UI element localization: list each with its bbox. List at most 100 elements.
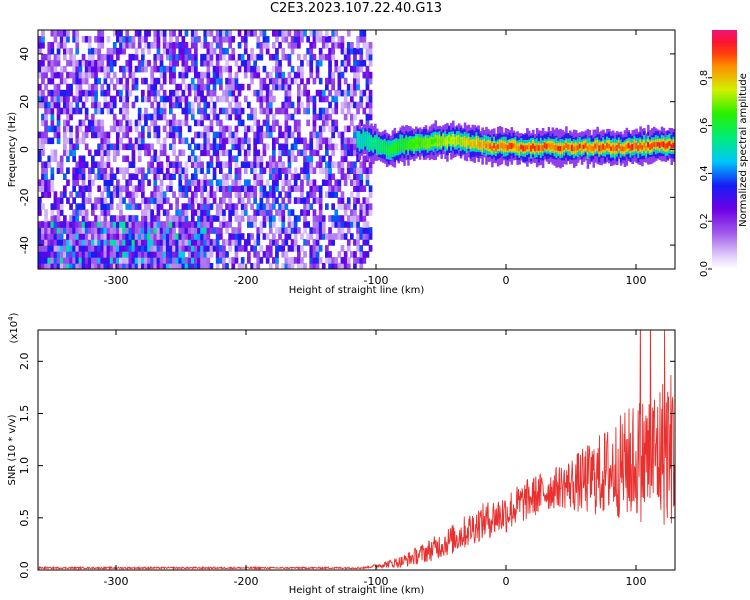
noise-cell [209, 107, 214, 115]
noise-cell [187, 257, 192, 264]
colorbar-tick-label: 0.6 [699, 118, 710, 134]
noise-cell [365, 209, 370, 216]
signal-cell [610, 146, 613, 151]
noise-cell [144, 251, 148, 258]
noise-cell [106, 83, 111, 91]
noise-cell [309, 42, 314, 49]
noise-cell [234, 167, 239, 174]
noise-cell [44, 239, 48, 246]
noise-cell [259, 161, 264, 168]
noise-cell [309, 161, 314, 168]
noise-cell [209, 42, 214, 49]
noise-cell [91, 113, 95, 121]
noise-cell [181, 77, 186, 85]
noise-cell [359, 89, 364, 97]
noise-cell [153, 167, 158, 174]
noise-cell [38, 227, 42, 234]
noise-cell [156, 215, 161, 222]
noise-cell [215, 59, 220, 67]
noise-cell [337, 263, 342, 269]
noise-cell [194, 83, 198, 91]
noise-cell [325, 143, 329, 151]
noise-cell [228, 89, 232, 97]
noise-cell [144, 221, 148, 228]
noise-cell [265, 107, 270, 115]
noise-cell [240, 263, 245, 269]
noise-cell [325, 36, 329, 43]
noise-cell [303, 167, 307, 174]
noise-cell [259, 101, 264, 109]
noise-cell [190, 215, 195, 222]
noise-cell [181, 191, 186, 198]
noise-cell [247, 191, 251, 198]
noise-cell [69, 203, 73, 210]
noise-cell [259, 227, 264, 234]
noise-cell [268, 185, 273, 192]
noise-cell [293, 155, 298, 163]
noise-cell [300, 59, 304, 67]
noise-cell [303, 137, 307, 145]
noise-cell [56, 125, 61, 133]
noise-cell [290, 227, 295, 234]
noise-cell [128, 221, 133, 228]
noise-cell [153, 233, 158, 240]
noise-cell [131, 245, 136, 252]
noise-cell [268, 125, 273, 133]
noise-cell [116, 149, 120, 157]
noise-cell [150, 143, 154, 151]
noise-cell [175, 89, 179, 97]
signal-cell [598, 145, 601, 152]
noise-cell [50, 251, 55, 258]
noise-cell [228, 167, 232, 174]
noise-cell [250, 65, 254, 73]
noise-cell [309, 203, 314, 210]
noise-cell [100, 233, 105, 240]
noise-cell [212, 47, 217, 55]
noise-cell [293, 257, 298, 264]
noise-cell [141, 89, 145, 97]
noise-cell [91, 245, 95, 252]
signal-cell [532, 143, 535, 149]
noise-cell [222, 173, 226, 180]
noise-cell [334, 89, 339, 97]
noise-cell [38, 47, 42, 55]
noise-cell [312, 179, 317, 186]
noise-cell [356, 179, 360, 186]
noise-cell [87, 125, 92, 133]
noise-cell [172, 113, 176, 121]
noise-cell [353, 215, 357, 222]
noise-cell [197, 185, 201, 192]
noise-cell [200, 257, 204, 264]
noise-cell [103, 161, 108, 168]
noise-cell [153, 42, 158, 49]
noise-cell [253, 113, 257, 121]
signal-cell [489, 143, 492, 149]
noise-cell [259, 53, 264, 61]
noise-cell [197, 95, 201, 103]
noise-cell [290, 209, 295, 216]
noise-cell [200, 221, 204, 228]
noise-cell [231, 95, 236, 103]
noise-cell [69, 53, 73, 61]
noise-cell [206, 149, 211, 157]
noise-cell [340, 131, 345, 139]
signal-cell [580, 144, 584, 152]
noise-cell [262, 209, 267, 216]
noise-cell [122, 173, 126, 180]
noise-cell [109, 95, 114, 103]
noise-cell [169, 65, 173, 73]
noise-cell [365, 42, 370, 49]
noise-cell [63, 215, 67, 222]
noise-cell [343, 113, 348, 121]
noise-cell [190, 245, 195, 252]
noise-cell [353, 53, 357, 61]
noise-cell [237, 233, 242, 240]
noise-cell [156, 203, 161, 210]
noise-cell [225, 107, 229, 115]
noise-cell [184, 101, 189, 109]
noise-cell [315, 65, 320, 73]
noise-cell [203, 179, 208, 186]
noise-cell [325, 191, 329, 198]
noise-cell [240, 203, 245, 210]
noise-cell [178, 173, 183, 180]
